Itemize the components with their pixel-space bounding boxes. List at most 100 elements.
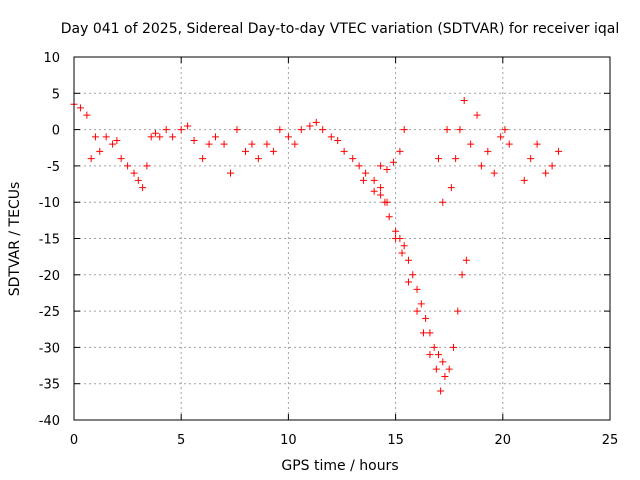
data-point	[437, 387, 445, 395]
x-tick-label: 15	[387, 433, 404, 448]
data-point	[263, 140, 271, 148]
data-point	[162, 126, 170, 134]
data-point	[284, 133, 292, 141]
data-point	[430, 343, 438, 351]
data-point	[233, 126, 241, 134]
y-tick-label: 10	[43, 51, 60, 66]
data-point	[392, 227, 400, 235]
data-point	[199, 155, 207, 163]
data-points	[70, 97, 563, 395]
data-point	[385, 213, 393, 221]
grid-lines	[73, 56, 611, 421]
y-tick-label: -40	[39, 414, 60, 429]
data-point	[460, 97, 468, 105]
data-point	[377, 191, 385, 199]
data-point	[377, 162, 385, 170]
data-point	[349, 155, 357, 163]
data-point	[434, 155, 442, 163]
data-point	[445, 365, 453, 373]
data-point	[306, 122, 314, 130]
data-point	[426, 351, 434, 359]
data-point	[533, 140, 541, 148]
series-3	[377, 97, 563, 206]
data-point	[359, 176, 367, 184]
x-tick-label: 5	[177, 433, 185, 448]
data-point	[102, 133, 110, 141]
data-point	[501, 126, 509, 134]
data-point	[151, 129, 159, 137]
data-point	[139, 184, 147, 192]
data-point	[441, 372, 449, 380]
data-point	[147, 133, 155, 141]
data-point	[76, 104, 84, 112]
data-point	[109, 140, 117, 148]
data-point	[456, 126, 464, 134]
data-point	[254, 155, 262, 163]
data-point	[396, 235, 404, 242]
data-point	[291, 140, 299, 148]
plot-frame	[73, 56, 611, 421]
data-point	[334, 136, 342, 144]
data-point	[124, 162, 132, 170]
data-point	[248, 140, 256, 148]
data-point	[130, 169, 138, 177]
data-point	[205, 140, 213, 148]
data-point	[96, 147, 104, 155]
data-point	[439, 198, 447, 206]
data-point	[426, 329, 434, 337]
data-point	[113, 136, 121, 144]
data-point	[409, 271, 417, 279]
y-tick-label: -25	[39, 305, 60, 320]
data-point	[473, 111, 481, 119]
data-point	[413, 285, 421, 293]
data-point	[143, 162, 151, 170]
y-tick-label: -20	[39, 269, 60, 284]
y-tick-label: -10	[39, 196, 60, 211]
data-point	[117, 155, 125, 163]
data-point	[134, 176, 142, 184]
x-tick-label: 20	[495, 433, 512, 448]
data-point	[340, 147, 348, 155]
y-tick-label: -15	[39, 233, 60, 248]
data-point	[370, 176, 378, 184]
data-point	[434, 351, 442, 359]
y-axis-label: SDTVAR / TECUs	[7, 182, 23, 297]
x-tick-label: 0	[70, 433, 78, 448]
y-tick-labels: 10 5 0 -5 -10 -15 -20 -25 -30 -35 -40	[39, 51, 60, 429]
data-point	[419, 329, 427, 337]
data-point	[404, 278, 412, 286]
data-point	[432, 365, 440, 373]
data-point	[377, 184, 385, 192]
data-point	[362, 169, 370, 177]
data-point	[548, 162, 556, 170]
x-tick-label: 10	[280, 433, 297, 448]
y-tick-label: -5	[47, 160, 60, 175]
data-point	[449, 343, 457, 351]
data-point	[520, 176, 528, 184]
data-point	[212, 133, 220, 141]
x-tick-labels: 0 5 10 15 20 25	[70, 433, 618, 448]
data-point	[83, 111, 91, 119]
data-point	[404, 256, 412, 264]
series-2	[359, 176, 447, 366]
data-point	[484, 147, 492, 155]
data-point	[477, 162, 485, 170]
data-point	[454, 307, 462, 315]
data-point	[312, 118, 320, 126]
data-point	[227, 169, 235, 177]
data-point	[383, 166, 391, 174]
data-point	[169, 133, 177, 141]
data-point	[389, 158, 397, 166]
data-point	[269, 147, 277, 155]
data-point	[490, 169, 498, 177]
data-point	[413, 307, 421, 315]
y-tick-label: 0	[52, 124, 60, 139]
data-point	[458, 271, 466, 279]
data-point	[87, 155, 95, 163]
data-point	[417, 300, 425, 308]
data-point	[447, 184, 455, 192]
data-point	[355, 162, 363, 170]
data-point	[443, 126, 451, 134]
data-point	[184, 122, 192, 130]
